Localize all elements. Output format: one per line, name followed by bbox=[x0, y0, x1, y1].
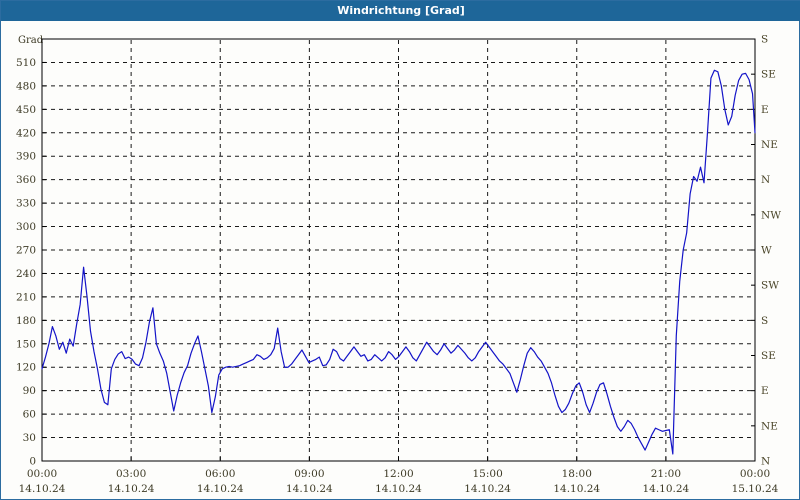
x-axis-date-label: 14.10.24 bbox=[642, 483, 689, 495]
y-axis-tick-label: 30 bbox=[23, 432, 36, 444]
y-axis-tick-label: 150 bbox=[16, 338, 36, 350]
x-axis-ticks: 00:00 14.10.24 03:00 14.10.24 06:00 14.10.24 0… bbox=[19, 457, 779, 495]
window-title: Windrichtung [Grad] bbox=[337, 4, 465, 17]
y-axis-tick-label: 60 bbox=[23, 409, 36, 421]
right-axis-tick-label: S bbox=[761, 315, 768, 327]
y-axis-title-group: Grad bbox=[18, 35, 44, 46]
x-axis-time-label: 00:00 bbox=[27, 468, 57, 480]
vertical-gridlines bbox=[130, 40, 667, 460]
right-axis-tick-label: NE bbox=[761, 139, 778, 151]
x-axis-time-label: 12:00 bbox=[383, 468, 413, 480]
y-axis-tick-label: 390 bbox=[16, 151, 36, 163]
right-axis-tick-label: SW bbox=[761, 280, 779, 292]
y-axis-tick-label: 360 bbox=[16, 174, 36, 186]
y-axis-ticks: 0 30 60 90 120 150 180 210 240 270 300 330 360 390 420… bbox=[16, 57, 46, 468]
plot-frame bbox=[41, 38, 756, 462]
right-axis-tick-label: NE bbox=[761, 420, 778, 432]
y-axis-tick-label: 300 bbox=[16, 221, 36, 233]
right-axis-tick-label: S bbox=[761, 34, 768, 46]
x-axis-date-label: 14.10.24 bbox=[19, 483, 66, 495]
right-axis-tick-label: E bbox=[761, 104, 769, 116]
right-axis-tick-label: SE bbox=[761, 350, 776, 362]
x-axis-date-label: 14.10.24 bbox=[286, 483, 333, 495]
x-axis-date-label: 14.10.24 bbox=[197, 483, 244, 495]
x-axis-time-label: 00:00 bbox=[740, 468, 770, 480]
x-axis-date-label: 14.10.24 bbox=[108, 483, 155, 495]
x-axis-date-label: 15.10.24 bbox=[732, 483, 779, 495]
y-axis-tick-label: 180 bbox=[16, 315, 36, 327]
y-axis-tick-label: 240 bbox=[16, 268, 36, 280]
x-axis-time-label: 03:00 bbox=[116, 468, 146, 480]
y-axis-tick-label: 90 bbox=[23, 385, 36, 397]
data-series-line bbox=[41, 69, 756, 455]
chart-canvas: Grad 0 30 60 90 120 150 180 210 240 270 300 330 360 3… bbox=[2, 21, 799, 499]
right-axis-tick-label: W bbox=[761, 245, 772, 257]
y-axis-tick-label: 120 bbox=[16, 362, 36, 374]
x-axis-date-label: 14.10.24 bbox=[375, 483, 422, 495]
right-axis-tick-label: N bbox=[761, 174, 770, 186]
y-axis-tick-label: 0 bbox=[29, 456, 36, 468]
x-axis-time-label: 18:00 bbox=[562, 468, 592, 480]
y-axis-tick-label: 420 bbox=[16, 127, 36, 139]
right-axis-tick-label: E bbox=[761, 385, 769, 397]
right-axis-tick-label: N bbox=[761, 456, 770, 468]
right-axis-tick-label: SE bbox=[761, 69, 776, 81]
right-axis-tick-label: NW bbox=[761, 209, 781, 221]
x-axis-date-label: 14.10.24 bbox=[553, 483, 600, 495]
x-axis-time-label: 09:00 bbox=[294, 468, 324, 480]
y-axis-tick-label: 510 bbox=[16, 57, 36, 69]
x-axis-time-label: 15:00 bbox=[472, 468, 502, 480]
y-axis-title: Grad bbox=[18, 35, 44, 46]
x-axis-date-label: 14.10.24 bbox=[464, 483, 511, 495]
x-axis-time-label: 21:00 bbox=[651, 468, 681, 480]
x-axis-time-label: 06:00 bbox=[205, 468, 235, 480]
y-axis-tick-label: 450 bbox=[16, 104, 36, 116]
y-axis-tick-label: 270 bbox=[16, 245, 36, 257]
y-axis-tick-label: 330 bbox=[16, 198, 36, 210]
right-axis-ticks: N NE E SE S SW W NW N NE E SE S bbox=[751, 34, 781, 468]
window-title-bar: Windrichtung [Grad] bbox=[1, 1, 800, 21]
chart-plot: Grad 0 30 60 90 120 150 180 210 240 270 300 330 360 3… bbox=[16, 34, 781, 496]
y-axis-tick-label: 480 bbox=[16, 80, 36, 92]
y-axis-tick-label: 210 bbox=[16, 291, 36, 303]
